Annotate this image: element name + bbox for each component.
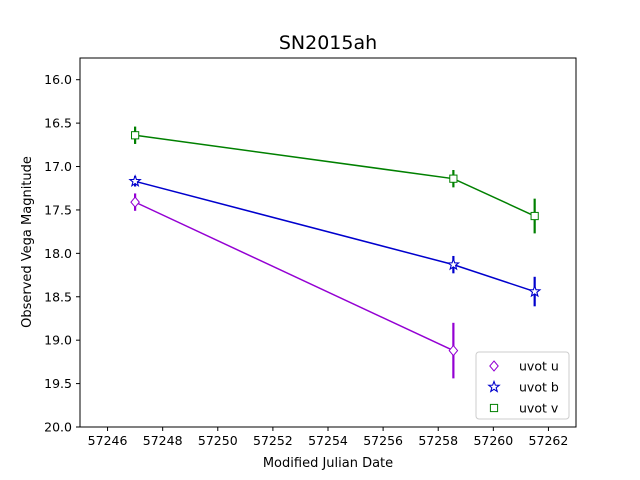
legend-marker: [489, 403, 499, 413]
series-line-uvot-u: [134, 201, 454, 352]
legend-label: uvot u: [519, 359, 559, 374]
data-point: [527, 284, 542, 298]
series-uvot-v: [131, 126, 539, 234]
y-tick-label: 20.0: [44, 420, 72, 435]
series-uvot-b: [128, 174, 542, 307]
chart-title: SN2015ah: [279, 32, 377, 54]
data-point: [446, 257, 461, 271]
data-point: [128, 174, 142, 188]
x-tick-label: 57260: [473, 433, 513, 448]
y-tick-label: 18.0: [44, 246, 72, 261]
legend-marker: [489, 360, 499, 372]
x-axis: 57246 57248 57250 57252 57254 57256 57258 57260…: [88, 427, 569, 448]
x-tick-label: 57248: [143, 433, 183, 448]
data-point: [131, 131, 140, 140]
series-uvot-u: [130, 193, 459, 379]
series-line-uvot-v: [135, 134, 535, 217]
legend-frame: [475, 351, 570, 420]
data-point: [449, 174, 458, 183]
x-tick-label: 57256: [363, 433, 403, 448]
data-point: [130, 196, 140, 208]
legend-label: uvot v: [519, 401, 559, 416]
data-point: [530, 211, 539, 221]
data-point: [448, 344, 459, 357]
y-tick-label: 17.5: [44, 202, 72, 217]
y-axis-label: Observed Vega Magnitude: [20, 156, 35, 328]
y-tick-label: 19.5: [44, 376, 72, 391]
y-tick-label: 16.0: [44, 72, 72, 87]
series-line-uvot-b: [134, 180, 535, 293]
legend-label: uvot b: [519, 380, 559, 395]
y-axis: 16.0 16.5 17.0 17.5 18.0 18.5 19.0 19.5 20.0: [44, 72, 80, 435]
x-tick-label: 57250: [198, 433, 238, 448]
legend-marker: [487, 379, 501, 393]
x-axis-label: Modified Julian Date: [263, 456, 393, 471]
x-tick-label: 57246: [88, 433, 128, 448]
x-tick-label: 57258: [418, 433, 458, 448]
series-layer: [128, 126, 542, 379]
x-tick-label: 57252: [253, 433, 293, 448]
y-tick-label: 18.5: [44, 289, 72, 304]
y-tick-label: 16.5: [44, 116, 72, 131]
y-tick-label: 17.0: [44, 159, 72, 174]
legend: uvot u uvot b uvot v: [475, 351, 570, 420]
x-tick-label: 57254: [308, 433, 348, 448]
y-tick-label: 19.0: [44, 333, 72, 348]
x-tick-label: 57262: [529, 433, 569, 448]
